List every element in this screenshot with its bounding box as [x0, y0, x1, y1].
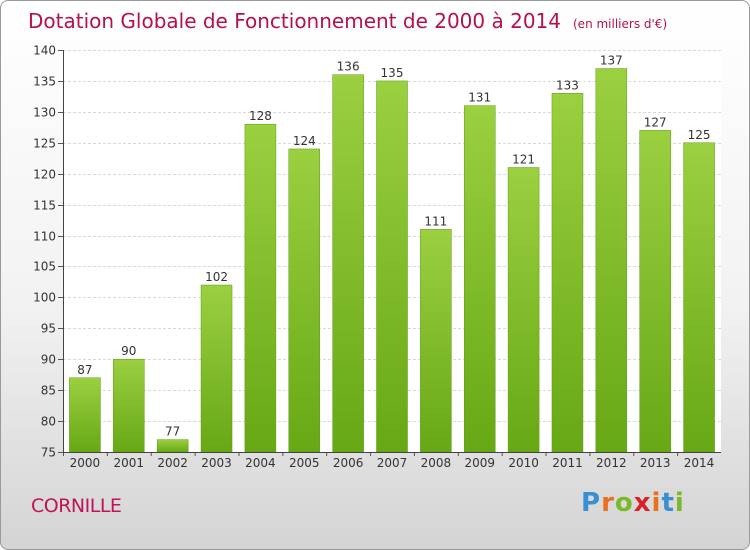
x-tick-label: 2001: [114, 456, 145, 470]
data-label: 137: [600, 54, 623, 68]
chart-unit: (en milliers d'€): [573, 17, 668, 31]
y-tick-label: 120: [33, 168, 56, 182]
bar-2010: [507, 167, 540, 453]
bar-2009: [463, 105, 496, 453]
data-label: 77: [165, 425, 180, 439]
x-tick-label: 2011: [552, 456, 583, 470]
bar-2006: [332, 74, 364, 453]
data-label: 135: [381, 66, 404, 80]
x-tick-label: 2013: [640, 456, 671, 470]
data-label: 125: [688, 128, 711, 142]
data-label: 121: [512, 153, 535, 167]
data-label: 133: [556, 78, 579, 92]
axes: [58, 50, 721, 456]
y-tick-label: 115: [33, 199, 56, 213]
y-tick-label: 90: [41, 353, 56, 367]
x-tick-label: 2007: [377, 456, 408, 470]
bar-2011: [551, 93, 584, 453]
chart-title-main: Dotation Globale de Fonctionnement de 20…: [28, 9, 561, 33]
x-tick-label: 2002: [157, 456, 188, 470]
bar-2000: [69, 377, 101, 453]
bars: [69, 68, 715, 453]
y-tick-label: 110: [33, 230, 56, 244]
y-tick-label: 75: [41, 446, 56, 460]
bar-2012: [595, 68, 628, 453]
labels: 75 80 85 90 95 100 105 110 115 120 125 130 135 140 87 2…: [33, 44, 714, 471]
x-tick-label: 2012: [596, 456, 627, 470]
bar-2005: [288, 148, 321, 453]
x-tick-label: 2003: [201, 456, 232, 470]
data-label: 136: [337, 60, 360, 74]
data-label: 87: [77, 363, 92, 377]
data-label: 128: [249, 109, 272, 123]
proxiti-logo: Proxiti: [581, 488, 685, 518]
x-tick-label: 2010: [508, 456, 539, 470]
data-label: 102: [205, 270, 228, 284]
y-tick-label: 125: [33, 137, 56, 151]
data-label: 90: [121, 344, 136, 358]
x-tick-label: 2014: [684, 456, 715, 470]
bar-2008: [420, 229, 452, 453]
bar-2002: [156, 439, 189, 453]
y-tick-label: 140: [33, 44, 56, 58]
data-label: 124: [293, 134, 316, 148]
x-tick-label: 2000: [70, 456, 101, 470]
y-tick-label: 100: [33, 291, 56, 305]
y-tick-label: 80: [41, 415, 56, 429]
logo-letter: r: [601, 488, 615, 518]
data-label: 127: [644, 115, 667, 129]
y-tick-label: 85: [41, 384, 56, 398]
y-tick-label: 105: [33, 260, 56, 274]
commune-name: CORNILLE: [31, 495, 122, 517]
y-tick-label: 130: [33, 106, 56, 120]
bar-2004: [244, 123, 277, 453]
y-tick-label: 95: [41, 322, 56, 336]
logo-letter: x: [633, 488, 652, 518]
x-tick-label: 2008: [421, 456, 452, 470]
logo-letter: o: [614, 488, 634, 518]
logo-letter: P: [581, 488, 602, 518]
logo-letter: i: [651, 488, 662, 518]
data-label: 111: [424, 214, 447, 228]
bar-2001: [113, 358, 145, 453]
data-label: 131: [468, 91, 491, 105]
bar-2013: [639, 130, 671, 453]
chart-title: Dotation Globale de Fonctionnement de 20…: [28, 9, 667, 33]
x-tick-label: 2004: [245, 456, 276, 470]
logo-letter: t: [661, 488, 675, 518]
bar-2007: [376, 80, 408, 453]
x-tick-label: 2009: [464, 456, 495, 470]
bar-2014: [683, 142, 715, 453]
y-tick-label: 135: [33, 75, 56, 89]
bar-2003: [200, 284, 233, 453]
x-tick-label: 2006: [333, 456, 364, 470]
x-tick-label: 2005: [289, 456, 320, 470]
logo-letter: i: [674, 488, 685, 518]
